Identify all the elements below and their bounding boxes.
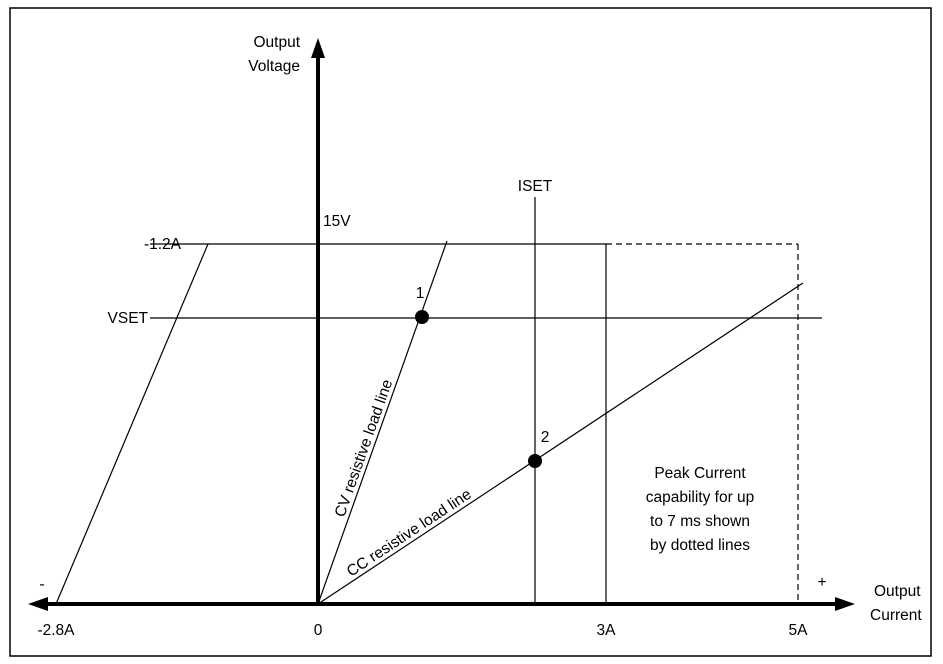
x-axis-label-line2: Current — [870, 607, 922, 624]
y-axis-label-line1: Output — [253, 34, 300, 51]
cc-line-label: CC resistive load line — [344, 486, 475, 581]
tick-origin: 0 — [314, 622, 323, 639]
label-vset: VSET — [108, 310, 149, 327]
cv-load-line — [317, 240, 448, 605]
cc-load-line — [317, 282, 804, 605]
y-axis-arrowhead — [311, 38, 325, 58]
tick-3a: 3A — [597, 622, 617, 639]
peak-note-line2: capability for up — [646, 489, 755, 506]
label-neg-1-2a: -1.2A — [144, 236, 182, 253]
x-axis-label-line1: Output — [874, 583, 921, 600]
operating-point-1 — [415, 310, 429, 324]
minus-sign: - — [39, 576, 44, 593]
y-axis-label-line2: Voltage — [248, 58, 300, 75]
peak-note-line3: to 7 ms shown — [650, 513, 750, 530]
negative-current-limit-line — [55, 243, 209, 605]
label-15v: 15V — [323, 213, 351, 230]
diagram-frame — [9, 7, 932, 657]
label-point-1: 1 — [416, 285, 425, 302]
tick-neg-2-8a: -2.8A — [37, 622, 75, 639]
peak-note-line1: Peak Current — [654, 465, 746, 482]
label-iset: ISET — [518, 178, 553, 195]
tick-5a: 5A — [789, 622, 809, 639]
label-point-2: 2 — [541, 429, 550, 446]
plus-sign: + — [817, 574, 826, 591]
x-axis-right-arrowhead — [835, 597, 855, 611]
x-axis-left-arrowhead — [28, 597, 48, 611]
operating-point-2 — [528, 454, 542, 468]
cv-line-label: CV resistive load line — [332, 377, 397, 519]
peak-note-line4: by dotted lines — [650, 537, 750, 554]
